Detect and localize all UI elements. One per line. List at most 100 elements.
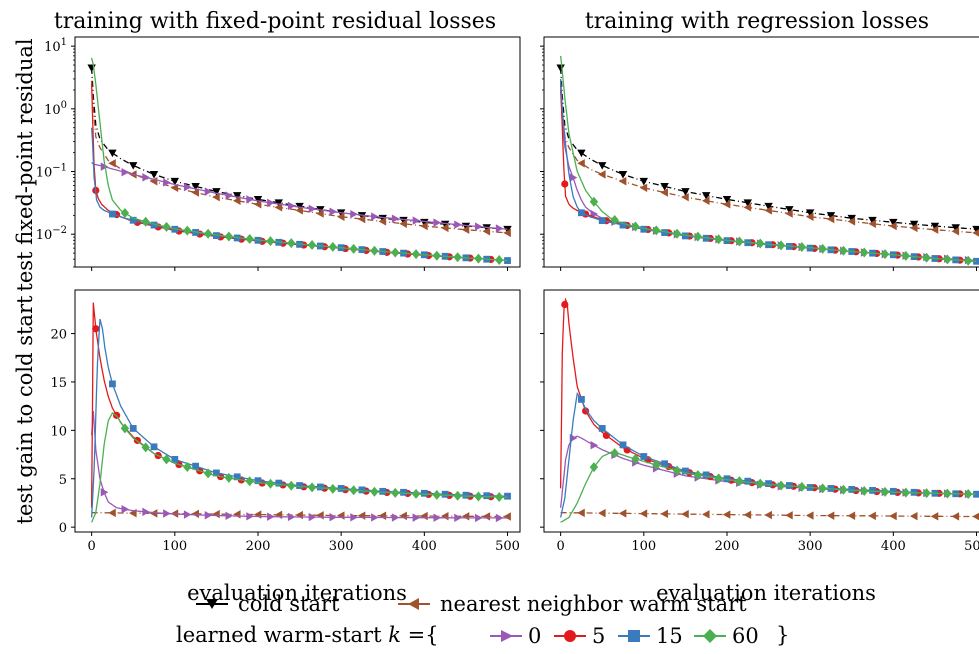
data-point-nn [170, 183, 179, 193]
data-point-k60 [610, 214, 619, 225]
title-top-left: training with fixed-point residual losse… [54, 9, 496, 34]
data-point-nn [681, 192, 689, 202]
data-point-cold [681, 188, 690, 196]
data-point-k15 [420, 489, 428, 497]
data-point-k5 [602, 431, 610, 439]
data-point-nn [461, 512, 470, 521]
data-point-nn [232, 196, 241, 205]
data-point-k60 [631, 453, 640, 464]
data-point-k15 [640, 225, 648, 233]
y-tick-label: 15 [50, 376, 67, 391]
legend-item-k0: 0 [490, 624, 541, 648]
data-point-k60 [964, 489, 973, 500]
legend-label-k5: 5 [592, 624, 605, 648]
data-point-nn [295, 510, 303, 520]
data-point-nn [598, 170, 606, 179]
data-point-k60 [964, 255, 973, 266]
y-tick-label: 10 [50, 424, 67, 439]
legend-item-k5: 5 [554, 624, 605, 648]
frame-top-right [543, 36, 979, 268]
data-point-nn [378, 217, 387, 226]
x-tick-label: 500 [964, 539, 979, 554]
data-point-nn [681, 509, 689, 519]
data-point-k15 [109, 210, 116, 218]
data-point-cold [826, 212, 836, 220]
data-point-cold [274, 199, 283, 207]
data-point-k60 [714, 473, 723, 484]
legend-marker-k60 [703, 629, 717, 643]
data-point-k15 [744, 477, 752, 485]
data-point-k60 [370, 486, 379, 497]
data-point-nn [295, 206, 303, 215]
data-point-k15 [129, 425, 137, 432]
data-point-k15 [640, 453, 648, 460]
data-point-k60 [120, 423, 130, 434]
data-point-k0 [142, 507, 150, 517]
data-point-k60 [307, 482, 317, 493]
data-point-k0 [246, 512, 254, 521]
data-point-k5 [561, 300, 569, 309]
data-point-k15 [869, 486, 876, 494]
data-point-k0 [371, 513, 379, 522]
data-point-nn [378, 511, 387, 520]
legend-label-nn: nearest neighbor warm start [440, 592, 747, 616]
y-tick-label: 20 [50, 328, 67, 343]
data-point-cold [212, 188, 221, 196]
data-point-k0 [225, 511, 234, 521]
data-point-k60 [589, 196, 599, 207]
data-point-k60 [266, 236, 275, 247]
data-point-k60 [693, 469, 703, 480]
data-point-k60 [391, 247, 400, 258]
data-point-k60 [432, 250, 442, 261]
series-group [87, 57, 512, 266]
data-point-k60 [880, 486, 890, 497]
data-point-nn [399, 511, 407, 521]
data-point-k0 [287, 512, 296, 522]
data-point-cold [191, 183, 200, 191]
data-point-nn [253, 510, 262, 519]
data-point-k0 [391, 513, 400, 522]
y-tick-label: 10−2 [36, 225, 67, 243]
legend-learned-prefix: learned warm-start k ={ [176, 623, 439, 647]
data-point-nn [972, 512, 979, 521]
data-point-k0 [475, 513, 483, 523]
plot-area-top-right [540, 45, 979, 271]
data-point-k0 [287, 201, 296, 211]
data-point-nn [149, 509, 158, 518]
data-point-k60 [453, 490, 462, 501]
data-point-nn [972, 229, 979, 237]
data-point-k60 [495, 255, 504, 266]
data-point-cold [482, 224, 491, 232]
data-point-k0 [569, 173, 578, 182]
legend-item-cold: cold start [196, 592, 340, 616]
data-point-k60 [652, 225, 661, 236]
data-point-k0 [412, 513, 421, 522]
frame-top-left [74, 36, 521, 268]
data-point-k60 [349, 243, 358, 254]
data-point-cold [701, 192, 711, 200]
data-point-nn [660, 188, 668, 197]
data-point-k60 [203, 468, 213, 479]
data-point-nn [701, 510, 710, 519]
data-point-k60 [589, 462, 599, 473]
data-point-k60 [245, 476, 254, 487]
data-point-k60 [120, 207, 130, 218]
data-point-nn [639, 509, 648, 518]
data-point-nn [951, 227, 960, 236]
legend-marker-cold [206, 599, 218, 609]
data-point-cold [785, 206, 794, 214]
data-point-nn [440, 511, 449, 521]
data-point-k0 [391, 214, 400, 223]
legend-close-brace: } [776, 623, 789, 647]
data-point-nn [805, 212, 814, 221]
data-point-k0 [121, 505, 130, 514]
data-point-k60 [224, 231, 234, 242]
data-point-k60 [860, 485, 869, 496]
data-point-k60 [141, 216, 150, 227]
data-point-nn [274, 203, 283, 212]
x-tick-label: 300 [798, 539, 823, 554]
data-point-k60 [797, 481, 807, 492]
data-point-k60 [922, 488, 931, 499]
panel-top-left: training with fixed-point residual losse… [13, 9, 521, 292]
data-point-k0 [142, 173, 150, 182]
